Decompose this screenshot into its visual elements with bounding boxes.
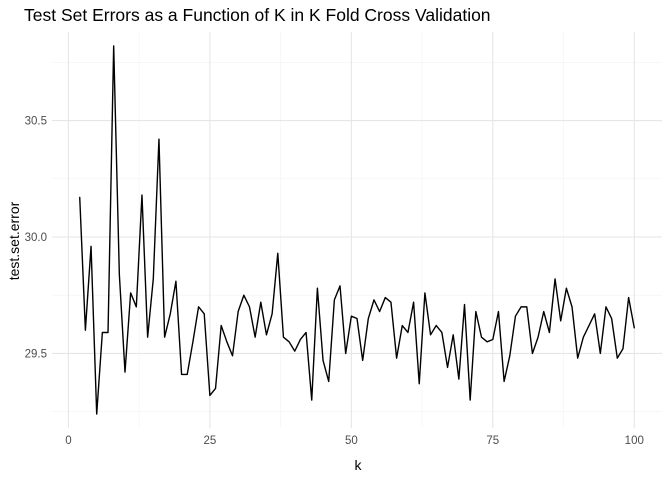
x-tick-label: 50 (345, 435, 358, 447)
y-axis-ticks: 29.5 30.0 30.5 (25, 116, 47, 361)
series-line (79, 45, 635, 415)
x-tick-label: 100 (625, 435, 644, 447)
y-tick-label: 30.5 (25, 116, 47, 128)
series-layer (79, 45, 635, 415)
grid (52, 32, 662, 428)
x-axis-label: k (355, 457, 363, 473)
y-tick-label: 29.5 (25, 348, 47, 360)
x-axis-ticks: 0 25 50 75 100 (65, 435, 644, 447)
x-tick-label: 75 (486, 435, 499, 447)
x-tick-label: 25 (203, 435, 216, 447)
x-tick-label: 0 (65, 435, 71, 447)
y-tick-label: 30.0 (25, 232, 47, 244)
y-axis-label: test.set.error (6, 201, 22, 280)
chart-title: Test Set Errors as a Function of K in K … (24, 5, 491, 25)
